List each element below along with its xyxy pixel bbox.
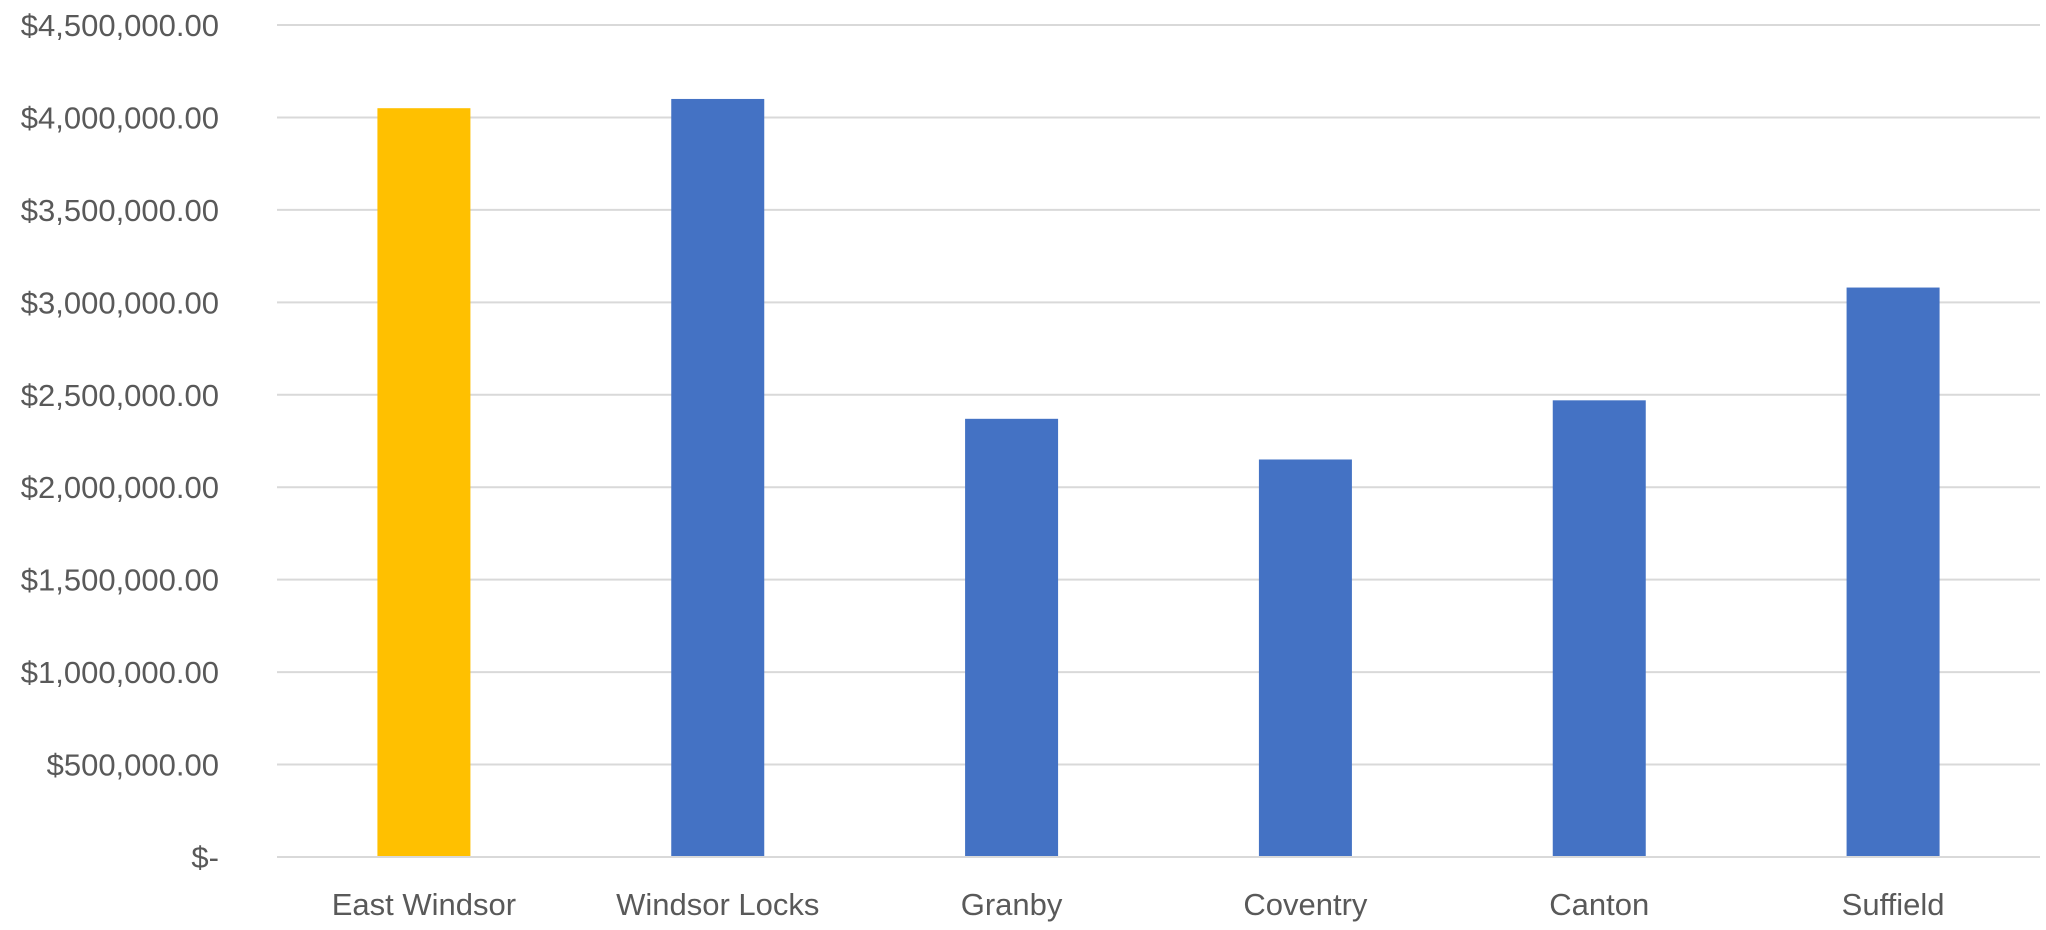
y-tick-label: $4,500,000.00 <box>21 8 219 43</box>
y-tick-label: $4,000,000.00 <box>21 100 219 135</box>
bar <box>1846 287 1940 857</box>
y-tick-label: $1,000,000.00 <box>21 655 219 690</box>
x-tick-label: Canton <box>1549 887 1649 922</box>
x-tick-label: Suffield <box>1842 887 1945 922</box>
gridlines <box>277 24 2040 766</box>
bar <box>671 98 765 857</box>
bar <box>965 418 1059 857</box>
y-tick-label: $3,500,000.00 <box>21 193 219 228</box>
y-tick-label: $- <box>191 840 219 875</box>
x-axis-tick-labels: East Windsor Windsor Locks Granby Coventry C… <box>332 887 1945 922</box>
y-tick-label: $2,000,000.00 <box>21 470 219 505</box>
x-tick-label: East Windsor <box>332 887 516 922</box>
y-axis-tick-labels: $- $500,000.00 $1,000,000.00 $1,500,000.00 $… <box>21 8 219 875</box>
bar <box>1258 459 1352 857</box>
x-tick-label: Granby <box>961 887 1063 922</box>
y-tick-label: $3,000,000.00 <box>21 285 219 320</box>
x-tick-label: Coventry <box>1243 887 1368 922</box>
y-tick-label: $1,500,000.00 <box>21 563 219 598</box>
bars <box>377 98 1940 857</box>
x-tick-label: Windsor Locks <box>616 887 819 922</box>
y-tick-label: $500,000.00 <box>47 748 219 783</box>
bar <box>1552 400 1646 857</box>
y-tick-label: $2,500,000.00 <box>21 378 219 413</box>
bar <box>377 108 471 857</box>
